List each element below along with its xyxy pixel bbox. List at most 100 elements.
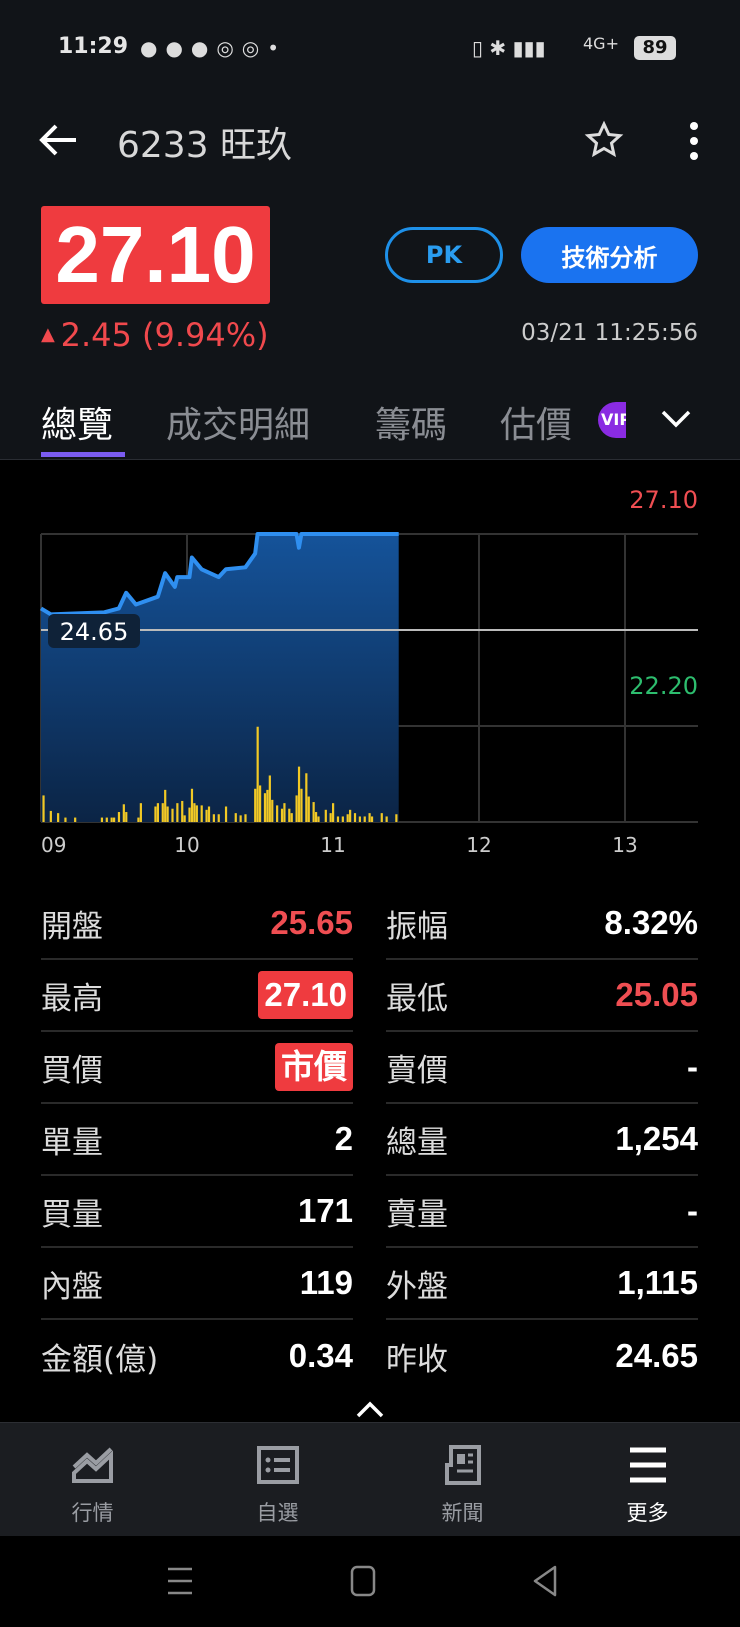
volume-bar xyxy=(280,808,284,822)
stat-row: 昨收 24.65 xyxy=(386,1320,698,1392)
volume-bar xyxy=(193,803,196,822)
nav-more[interactable]: 更多 xyxy=(555,1423,740,1536)
tab-overview[interactable]: 總覽 xyxy=(41,405,114,446)
volume-bar xyxy=(156,803,159,822)
watchlist-icon xyxy=(256,1446,299,1484)
volume-bar xyxy=(314,812,318,822)
reference-price-label: 24.65 xyxy=(60,618,129,646)
x-tick-label: 10 xyxy=(174,833,199,857)
volume-bar xyxy=(283,803,286,822)
volume-bar xyxy=(105,817,108,822)
volume-bar xyxy=(312,802,315,822)
price-line xyxy=(39,532,399,617)
volume-bar xyxy=(205,809,208,822)
stat-label: 單量 xyxy=(41,1124,103,1161)
stat-row: 振幅 8.32% xyxy=(386,888,698,960)
quote-timestamp: 03/21 11:25:56 xyxy=(521,320,698,346)
volume-bar xyxy=(154,806,157,822)
back-icon[interactable] xyxy=(532,1565,558,1597)
stat-row: 總量 1,254 xyxy=(386,1104,698,1176)
stat-value: 8.32% xyxy=(604,904,698,941)
volume-bar xyxy=(166,806,169,822)
volume-bar xyxy=(64,817,67,822)
stat-row: 開盤 25.65 xyxy=(41,888,353,960)
stat-value: 171 xyxy=(297,1192,353,1229)
intraday-chart[interactable]: 24.65 27.10 22.20 09 10 11 12 13 xyxy=(0,460,740,880)
volume-bar xyxy=(266,789,269,822)
stat-label: 開盤 xyxy=(41,908,103,945)
market-chart-icon xyxy=(71,1447,113,1483)
stat-value: 24.65 xyxy=(615,1337,698,1374)
volume-bar xyxy=(110,817,113,822)
volume-bar xyxy=(380,813,383,822)
recent-apps-icon[interactable] xyxy=(166,1566,194,1596)
volume-bar xyxy=(195,805,198,822)
active-tab-indicator xyxy=(41,452,125,457)
nav-watchlist[interactable]: 自選 xyxy=(185,1423,370,1536)
home-icon[interactable] xyxy=(350,1565,376,1597)
tab-trade-details[interactable]: 成交明細 xyxy=(166,405,311,446)
stat-value: 25.65 xyxy=(270,904,353,941)
stat-value: 0.34 xyxy=(288,1337,353,1374)
x-tick-label: 09 xyxy=(41,833,66,857)
stats-table: 開盤 25.65 振幅 8.32% 最高 27.10 最低 25.05 買價 市價 賣價 - 單量 2 總量… xyxy=(41,888,698,1392)
divider xyxy=(0,459,740,460)
stat-value: 25.05 xyxy=(615,976,698,1013)
volume-bar xyxy=(346,814,349,822)
stat-label: 總量 xyxy=(386,1124,448,1161)
volume-bar xyxy=(164,789,167,822)
stat-row: 單量 2 xyxy=(41,1104,353,1176)
status-time: 11:29 xyxy=(58,34,129,59)
volume-bar xyxy=(217,814,220,822)
stat-value: - xyxy=(687,1192,698,1229)
stat-label: 買量 xyxy=(41,1196,103,1233)
stat-row: 最高 27.10 xyxy=(41,960,353,1032)
tab-valuation[interactable]: 估價 xyxy=(500,405,573,446)
tab-chips[interactable]: 籌碼 xyxy=(375,405,448,446)
chevron-down-icon[interactable] xyxy=(660,408,692,430)
more-vertical-icon[interactable] xyxy=(684,120,704,162)
page-title: 6233 旺玖 xyxy=(117,125,293,166)
menu-icon xyxy=(629,1447,666,1483)
volume-bar xyxy=(317,816,320,822)
change-value: 2.45 (9.94%) xyxy=(60,316,269,354)
stat-label: 最高 xyxy=(41,980,103,1017)
news-icon xyxy=(444,1445,481,1485)
stat-row: 買價 市價 xyxy=(41,1032,353,1104)
volume-bar xyxy=(74,817,77,822)
arrow-left-icon[interactable] xyxy=(38,122,78,158)
current-price: 27.10 xyxy=(41,206,270,304)
up-triangle-icon: ▲ xyxy=(41,324,61,345)
nav-market[interactable]: 行情 xyxy=(0,1423,185,1536)
vip-badge: VIP xyxy=(598,402,626,438)
volume-bar xyxy=(363,816,366,822)
system-nav-bar xyxy=(0,1536,740,1627)
reference-label-bg xyxy=(48,614,140,648)
volume-bar xyxy=(307,796,310,822)
volume-bar xyxy=(176,803,179,822)
volume-bar xyxy=(183,815,186,822)
volume-bar xyxy=(254,788,257,822)
volume-bar xyxy=(117,812,121,822)
stat-row: 買量 171 xyxy=(41,1176,353,1248)
volume-bar xyxy=(341,816,344,822)
volume-bar xyxy=(190,788,194,822)
volume-bar xyxy=(332,803,335,822)
volume-bar xyxy=(324,809,327,822)
volume-bar xyxy=(305,773,308,822)
volume-bar xyxy=(188,807,191,822)
volume-bar xyxy=(368,813,371,822)
volume-bar xyxy=(125,812,128,822)
volume-bar xyxy=(113,817,116,822)
chevron-up-icon[interactable] xyxy=(355,1400,385,1418)
nav-label: 更多 xyxy=(626,1501,669,1525)
star-outline-icon[interactable] xyxy=(584,120,624,160)
volume-bar xyxy=(295,795,298,822)
stat-label: 賣量 xyxy=(386,1196,448,1233)
volume-bar xyxy=(100,817,104,822)
battery-indicator: 89 xyxy=(634,36,676,60)
stat-row: 外盤 1,115 xyxy=(386,1248,698,1320)
pk-button[interactable]: PK xyxy=(385,227,503,283)
technical-analysis-button[interactable]: 技術分析 xyxy=(521,227,698,283)
nav-news[interactable]: 新聞 xyxy=(370,1423,555,1536)
